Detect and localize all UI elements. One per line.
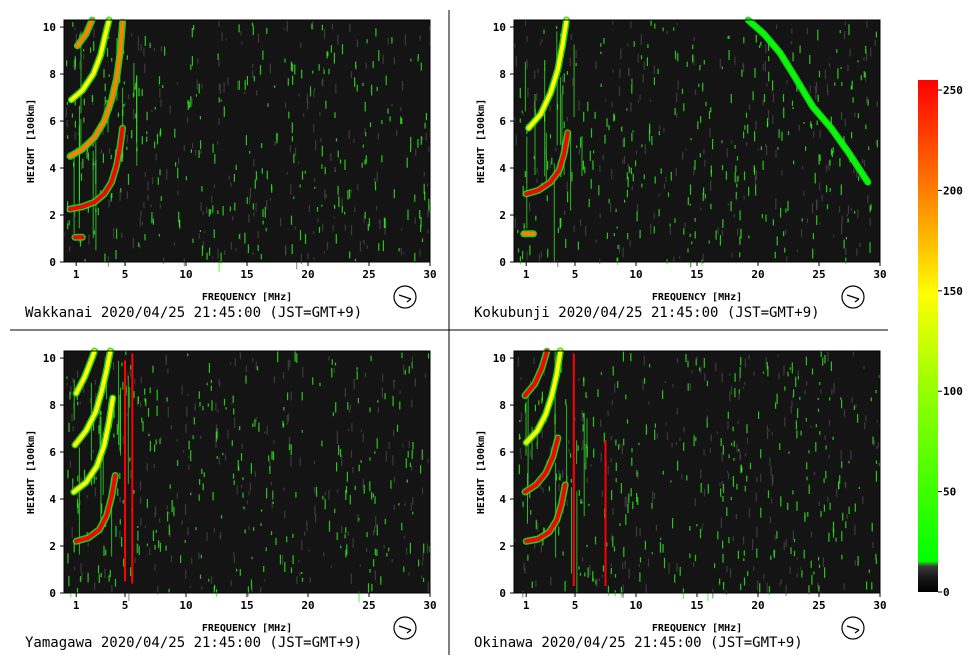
- y-tick-label: 6: [49, 446, 56, 459]
- x-tick-label: 10: [629, 599, 642, 612]
- x-tick-label: 5: [122, 268, 129, 281]
- x-tick-label: 1: [523, 268, 530, 281]
- plot-area: [514, 351, 880, 593]
- y-tick-label: 8: [499, 68, 506, 81]
- x-tick-label: 15: [690, 599, 703, 612]
- y-tick-label: 6: [499, 115, 506, 128]
- x-tick-label: 1: [523, 599, 530, 612]
- x-tick-label: 5: [572, 599, 579, 612]
- echo-trace-1: [524, 482, 568, 544]
- colorbar-tick-label: 0: [943, 586, 950, 599]
- y-tick-label: 0: [499, 256, 506, 269]
- y-tick-label: 4: [499, 493, 506, 506]
- x-axis-label: FREQUENCY [MHz]: [202, 292, 292, 303]
- station-caption: Yamagawa 2020/04/25 21:45:00 (JST=GMT+9): [25, 635, 362, 651]
- y-axis-label: HEIGHT [100km]: [26, 99, 37, 183]
- echo-trace-3: [524, 349, 563, 445]
- x-tick-label: 5: [572, 268, 579, 281]
- echo-trace-4: [74, 349, 97, 396]
- x-tick-label: 10: [179, 268, 192, 281]
- x-tick-label: 25: [362, 599, 375, 612]
- echo-trace-1: [524, 130, 570, 196]
- x-tick-label: 25: [812, 599, 825, 612]
- y-tick-label: 0: [49, 256, 56, 269]
- colorbar-tick-label: 250: [943, 84, 963, 97]
- colorbar-tick-label: 150: [943, 285, 963, 298]
- clock-icon: [841, 616, 865, 640]
- colorbar-gradient: [918, 80, 938, 592]
- clock-icon: [393, 616, 417, 640]
- x-tick-label: 20: [751, 599, 764, 612]
- colorbar-tick-label: 100: [943, 385, 963, 398]
- y-tick-label: 2: [499, 540, 506, 553]
- x-tick-label: 30: [873, 599, 886, 612]
- y-tick-label: 8: [49, 399, 56, 412]
- echo-trace-4: [746, 18, 870, 185]
- echo-trace-2: [68, 20, 125, 159]
- echo-trace-2: [71, 396, 115, 494]
- echo-trace-2: [523, 435, 560, 494]
- y-tick-label: 6: [499, 446, 506, 459]
- echo-trace-4: [75, 18, 95, 48]
- y-axis-label: HEIGHT [100km]: [476, 430, 487, 514]
- colorbar-tick-label: 200: [943, 184, 963, 197]
- colorbar-tick-label: 50: [943, 486, 956, 499]
- y-tick-label: 8: [499, 399, 506, 412]
- y-tick-label: 2: [49, 209, 56, 222]
- y-tick-label: 0: [499, 587, 506, 600]
- x-tick-label: 10: [179, 599, 192, 612]
- echo-trace-4: [523, 349, 549, 398]
- y-tick-label: 10: [493, 21, 506, 34]
- station-caption: Wakkanai 2020/04/25 21:45:00 (JST=GMT+9): [25, 305, 362, 321]
- x-axis-label: FREQUENCY [MHz]: [202, 623, 292, 634]
- x-tick-label: 10: [629, 268, 642, 281]
- y-tick-label: 4: [49, 493, 56, 506]
- colorbar: 0 50 100 150 200 250: [918, 80, 963, 599]
- clock-icon: [841, 285, 865, 309]
- y-tick-label: 10: [493, 352, 506, 365]
- echo-trace-1: [74, 473, 118, 544]
- echo-trace-3: [73, 349, 113, 447]
- station-caption: Okinawa 2020/04/25 21:45:00 (JST=GMT+9): [474, 635, 803, 651]
- clock-icon: [393, 285, 417, 309]
- y-tick-label: 4: [499, 162, 506, 175]
- y-tick-label: 4: [49, 162, 56, 175]
- background-noise: [514, 20, 878, 268]
- x-tick-label: 1: [73, 268, 80, 281]
- x-tick-label: 5: [122, 599, 129, 612]
- y-tick-label: 0: [49, 587, 56, 600]
- x-tick-label: 15: [240, 599, 253, 612]
- y-tick-label: 10: [43, 352, 56, 365]
- y-axis-label: HEIGHT [100km]: [476, 99, 487, 183]
- x-tick-label: 20: [751, 268, 764, 281]
- x-tick-label: 25: [812, 268, 825, 281]
- x-axis-label: FREQUENCY [MHz]: [652, 292, 742, 303]
- station-caption: Kokubunji 2020/04/25 21:45:00 (JST=GMT+9…: [474, 305, 820, 321]
- x-tick-label: 15: [240, 268, 253, 281]
- y-axis-label: HEIGHT [100km]: [26, 430, 37, 514]
- x-tick-label: 1: [73, 599, 80, 612]
- x-tick-label: 30: [873, 268, 886, 281]
- x-axis-label: FREQUENCY [MHz]: [652, 623, 742, 634]
- y-tick-label: 10: [43, 21, 56, 34]
- y-tick-label: 2: [499, 209, 506, 222]
- echo-trace-3: [69, 18, 112, 102]
- x-tick-label: 30: [423, 599, 436, 612]
- echo-trace-1: [68, 126, 125, 212]
- echo-trace-2: [526, 18, 569, 131]
- x-tick-label: 25: [362, 268, 375, 281]
- plot-area: [514, 20, 880, 262]
- y-tick-label: 2: [49, 540, 56, 553]
- x-tick-label: 15: [690, 268, 703, 281]
- x-tick-label: 20: [301, 268, 314, 281]
- x-tick-label: 30: [423, 268, 436, 281]
- y-tick-label: 8: [49, 68, 56, 81]
- y-tick-label: 6: [49, 115, 56, 128]
- x-tick-label: 20: [301, 599, 314, 612]
